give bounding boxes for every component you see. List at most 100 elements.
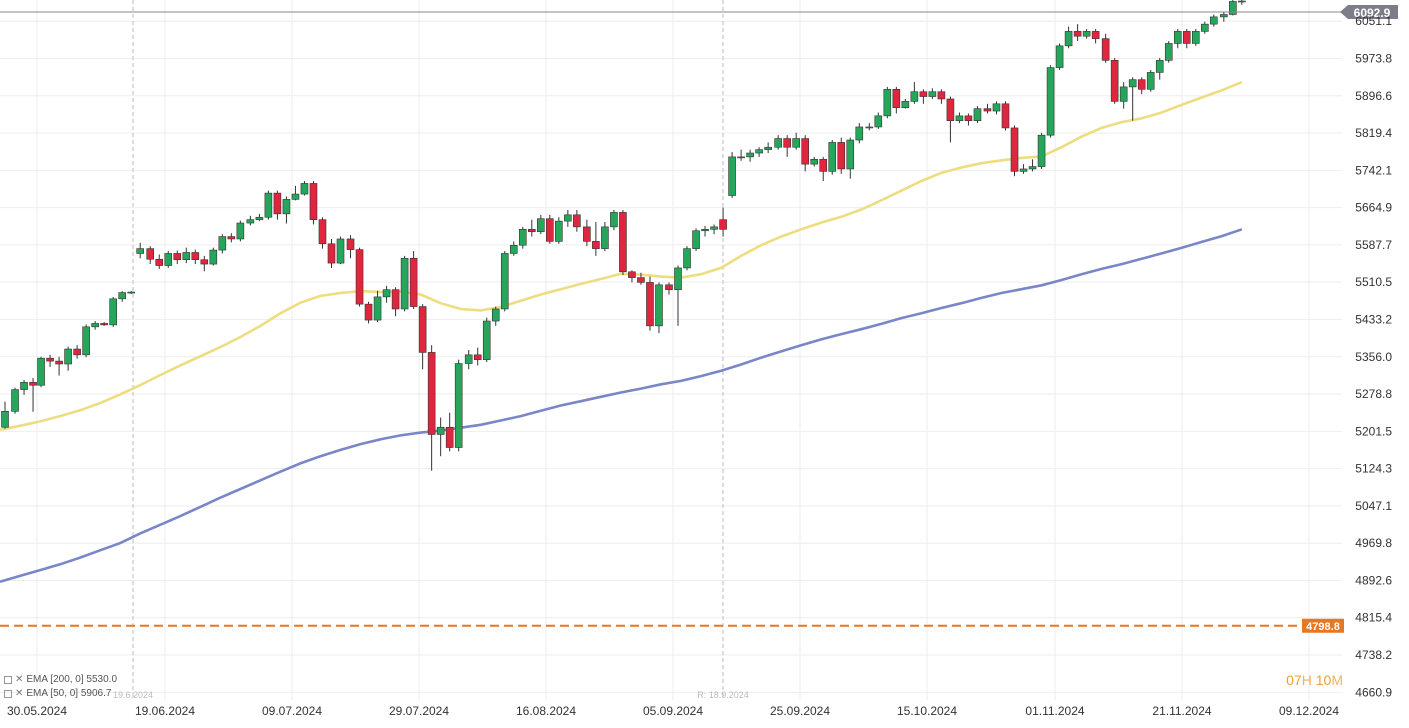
candle (1073, 24, 1082, 42)
legend-ema50[interactable]: ✕ EMA [50, 0] 5906.7 (4, 688, 111, 699)
candle-body (973, 108, 982, 121)
y-tick-label: 5356.0 (1355, 350, 1392, 364)
candle-body (37, 357, 45, 386)
candle-body (837, 142, 846, 170)
candle (801, 135, 810, 172)
candle-body (454, 363, 463, 448)
candle (382, 285, 391, 303)
ema-lines (0, 80, 1243, 583)
candle-body (273, 192, 282, 215)
candle (364, 301, 373, 324)
candle (737, 149, 745, 161)
candle (236, 220, 245, 242)
candle-body (846, 139, 855, 170)
close-icon[interactable]: ✕ (15, 688, 24, 699)
candle (527, 219, 536, 237)
candle-body (191, 252, 200, 261)
indicator-icon (4, 675, 12, 684)
timer-minutes: 10 (1315, 672, 1332, 688)
y-tick-label: 5819.4 (1355, 126, 1392, 140)
candle-body (309, 183, 318, 220)
candle-body (1046, 67, 1055, 136)
candle (454, 359, 463, 452)
candle-body (792, 138, 800, 148)
candle (173, 250, 182, 265)
candle-body (118, 292, 126, 300)
vertical-marker-label: R: 18.9.2024 (697, 690, 749, 700)
candle-body (55, 360, 63, 365)
candle-body (46, 357, 54, 362)
candle (282, 196, 291, 224)
ema-200-line (0, 228, 1243, 583)
candle (746, 149, 754, 162)
y-tick-label: 5201.5 (1355, 424, 1392, 438)
candle-body (874, 115, 883, 128)
candle (400, 255, 409, 312)
candle-body (692, 230, 700, 249)
close-icon[interactable]: ✕ (15, 674, 24, 685)
candle (409, 251, 418, 309)
candle-body (20, 382, 28, 390)
candle-body (1137, 79, 1146, 90)
candle-body (91, 323, 99, 328)
candle (73, 345, 81, 359)
candle (1200, 21, 1209, 34)
candle (418, 304, 427, 370)
candle-body (719, 219, 727, 230)
candle (601, 222, 609, 252)
candle (1046, 65, 1055, 138)
candle-body (601, 226, 609, 249)
candle (819, 156, 828, 182)
candle-body (109, 298, 117, 326)
candle-body (500, 253, 509, 310)
candle (1210, 14, 1218, 27)
candle-body (728, 156, 736, 196)
candle-body (73, 348, 81, 356)
candle (336, 236, 345, 265)
candle-body (418, 306, 427, 353)
y-tick-label: 6051.1 (1355, 14, 1392, 28)
y-tick-label: 5124.3 (1355, 462, 1392, 476)
candle (146, 246, 155, 265)
candle (309, 181, 318, 225)
candle (946, 96, 955, 143)
legend-ema200[interactable]: ✕ EMA [200, 0] 5530.0 (4, 674, 117, 685)
candle-body (1, 411, 9, 428)
candle (518, 226, 527, 249)
candle-body (819, 159, 828, 172)
candle-body (683, 248, 691, 269)
candle-body (409, 257, 418, 307)
candle-body (710, 226, 718, 230)
candle (774, 135, 782, 150)
candle (828, 140, 837, 175)
candle (710, 224, 718, 235)
candle-body (427, 352, 436, 435)
candle (610, 210, 618, 231)
candle-body (610, 212, 618, 228)
candle (846, 137, 855, 179)
candle (674, 265, 682, 326)
candle-body (1019, 168, 1028, 172)
candle-body (127, 291, 135, 294)
candle (20, 379, 28, 395)
candle-body (209, 249, 218, 265)
candle-body (910, 91, 919, 102)
candle (1137, 77, 1146, 95)
candle-body (1110, 60, 1119, 102)
x-tick-label: 21.11.2024 (1152, 704, 1211, 718)
candle-body (665, 284, 673, 290)
candle (209, 247, 218, 266)
candle (1019, 164, 1028, 174)
candle (1, 401, 9, 429)
candle (200, 255, 209, 272)
candle-body (355, 249, 364, 305)
y-tick-label: 5510.5 (1355, 275, 1392, 289)
candle-body (527, 229, 536, 233)
candle-body (583, 226, 591, 242)
ema-50-line (0, 80, 1243, 431)
x-tick-label: 29.07.2024 (389, 704, 449, 718)
candle-body (173, 253, 182, 261)
x-tick-label: 16.08.2024 (516, 704, 576, 718)
